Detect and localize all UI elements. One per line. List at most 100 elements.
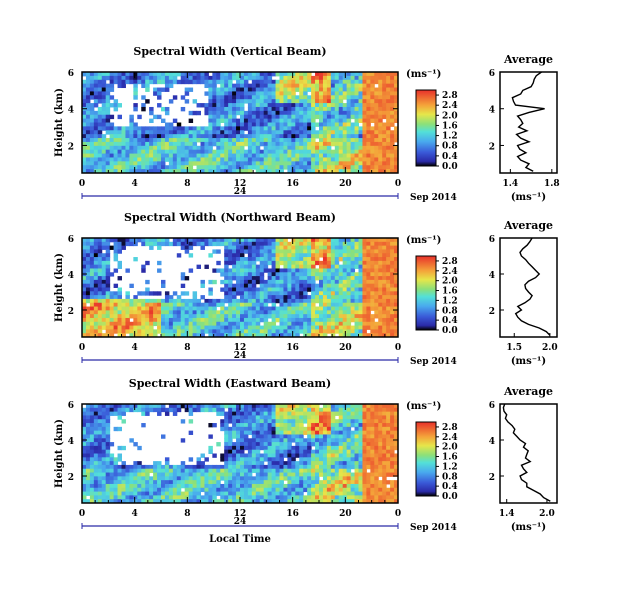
heatmap-cell (145, 303, 149, 307)
heatmap-cell (299, 495, 303, 499)
heatmap-cell (240, 299, 244, 303)
heatmap-cell (260, 299, 264, 303)
heatmap-cell (137, 299, 141, 303)
heatmap-cell (236, 130, 240, 134)
heatmap-cell (280, 461, 284, 465)
heatmap-cell (157, 95, 161, 99)
heatmap-cell (216, 329, 220, 333)
heatmap-cell (145, 288, 149, 292)
heatmap-cell (311, 431, 315, 435)
heatmap-cell (201, 310, 205, 314)
heatmap-cell (110, 310, 114, 314)
date-label: 24 (234, 351, 247, 361)
heatmap-cell (228, 326, 232, 330)
heatmap-cell (347, 157, 351, 161)
heatmap-cell (114, 299, 118, 303)
heatmap-cell (110, 314, 114, 318)
heatmap-cell (86, 476, 90, 480)
heatmap-cell (90, 138, 94, 142)
heatmap-cell (382, 134, 386, 138)
heatmap-cell (331, 242, 335, 246)
heatmap-cell (110, 454, 114, 458)
heatmap-cell (228, 295, 232, 299)
heatmap-cell (335, 115, 339, 119)
heatmap-cell (102, 495, 106, 499)
heatmap-cell (311, 265, 315, 269)
heatmap-cell (118, 130, 122, 134)
heatmap-cell (197, 242, 201, 246)
heatmap-cell (283, 165, 287, 169)
heatmap-cell (212, 157, 216, 161)
heatmap-cell (236, 434, 240, 438)
heatmap-cell (193, 80, 197, 84)
heatmap-cell (252, 415, 256, 419)
heatmap-cell (280, 130, 284, 134)
heatmap-cell (228, 134, 232, 138)
heatmap-cell (295, 157, 299, 161)
heatmap-cell (157, 138, 161, 142)
heatmap-cell (335, 146, 339, 150)
heatmap-cell (208, 126, 212, 130)
heatmap-cell (276, 434, 280, 438)
heatmap-cell (331, 329, 335, 333)
heatmap-cell (287, 253, 291, 257)
heatmap-cell (110, 303, 114, 307)
heatmap-cell (157, 299, 161, 303)
heatmap-cell (260, 438, 264, 442)
heatmap-cell (240, 322, 244, 326)
heatmap-cell (291, 115, 295, 119)
heatmap-cell (232, 419, 236, 423)
heatmap-cell (212, 84, 216, 88)
heatmap-cell (110, 480, 114, 484)
heatmap-cell (169, 326, 173, 330)
heatmap-cell (208, 84, 212, 88)
heatmap-cell (291, 307, 295, 311)
heatmap-cell (240, 329, 244, 333)
heatmap-cell (94, 138, 98, 142)
heatmap-cell (125, 126, 129, 130)
heatmap-cell (355, 322, 359, 326)
heatmap-cell (149, 492, 153, 496)
heatmap-cell (307, 242, 311, 246)
heatmap-cell (307, 130, 311, 134)
heatmap-cell (193, 488, 197, 492)
heatmap-cell (220, 326, 224, 330)
heatmap-cell (161, 326, 165, 330)
heatmap-cell (331, 107, 335, 111)
heatmap-cell (236, 257, 240, 261)
heatmap-cell (216, 476, 220, 480)
heatmap-cell (177, 299, 181, 303)
heatmap-cell (106, 76, 110, 80)
heatmap-cell (204, 469, 208, 473)
heatmap-cell (359, 276, 363, 280)
heatmap-cell (280, 138, 284, 142)
heatmap-cell (256, 288, 260, 292)
heatmap-cell (240, 257, 244, 261)
heatmap-cell (327, 469, 331, 473)
heatmap-cell (149, 242, 153, 246)
heatmap-cell (260, 412, 264, 416)
heatmap-cell (303, 134, 307, 138)
heatmap-cell (315, 150, 319, 154)
heatmap-cell (283, 419, 287, 423)
heatmap-cell (197, 307, 201, 311)
heatmap-cell (216, 412, 220, 416)
heatmap-cell (256, 412, 260, 416)
heatmap-cell (276, 473, 280, 477)
heatmap-cell (220, 288, 224, 292)
heatmap-cell (327, 261, 331, 265)
heatmap-cell (102, 99, 106, 103)
heatmap-cell (248, 442, 252, 446)
heatmap-cell (382, 299, 386, 303)
heatmap-cell (339, 322, 343, 326)
heatmap-cell (307, 442, 311, 446)
heatmap-cell (189, 142, 193, 146)
heatmap-cell (208, 450, 212, 454)
heatmap-cell (307, 476, 311, 480)
heatmap-cell (118, 146, 122, 150)
heatmap-cell (94, 457, 98, 461)
heatmap-cell (173, 469, 177, 473)
heatmap-cell (122, 461, 126, 465)
heatmap-cell (390, 249, 394, 253)
heatmap-cell (351, 295, 355, 299)
